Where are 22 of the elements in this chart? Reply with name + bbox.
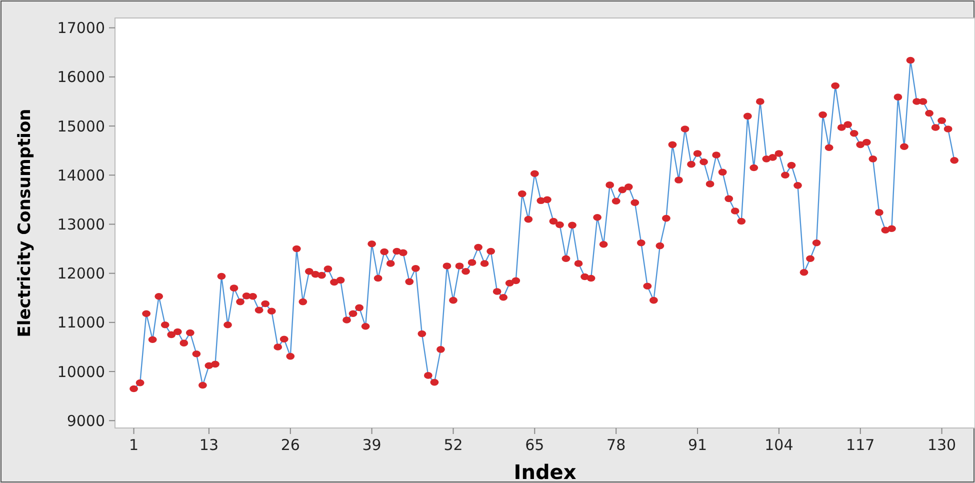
x-tick-label: 1 — [129, 436, 139, 454]
x-tick-label: 78 — [606, 436, 626, 454]
y-tick-label: 14000 — [57, 166, 105, 184]
y-tick-label: 17000 — [57, 19, 105, 38]
y-tick-label: 9000 — [66, 412, 105, 430]
y-tick-label: 11000 — [57, 314, 105, 332]
x-tick-label: 39 — [362, 436, 382, 454]
x-tick-label: 13 — [199, 436, 218, 454]
y-tick-label: 12000 — [57, 264, 105, 283]
x-tick-label: 26 — [280, 436, 300, 454]
y-axis-title: Electricity Consumption — [15, 108, 35, 338]
x-tick-label: 130 — [927, 436, 956, 454]
x-tick-label: 65 — [525, 436, 544, 454]
x-axis-title: Index — [514, 460, 576, 483]
y-tick-label: 15000 — [57, 117, 105, 136]
x-tick-label: 104 — [764, 436, 794, 454]
x-tick-label: 91 — [688, 436, 708, 454]
y-tick-label: 10000 — [57, 362, 105, 381]
y-tick-label: 16000 — [57, 68, 105, 86]
y-tick-label: 13000 — [57, 215, 105, 234]
x-tick-label: 52 — [444, 436, 463, 454]
x-tick-label: 117 — [846, 436, 875, 454]
